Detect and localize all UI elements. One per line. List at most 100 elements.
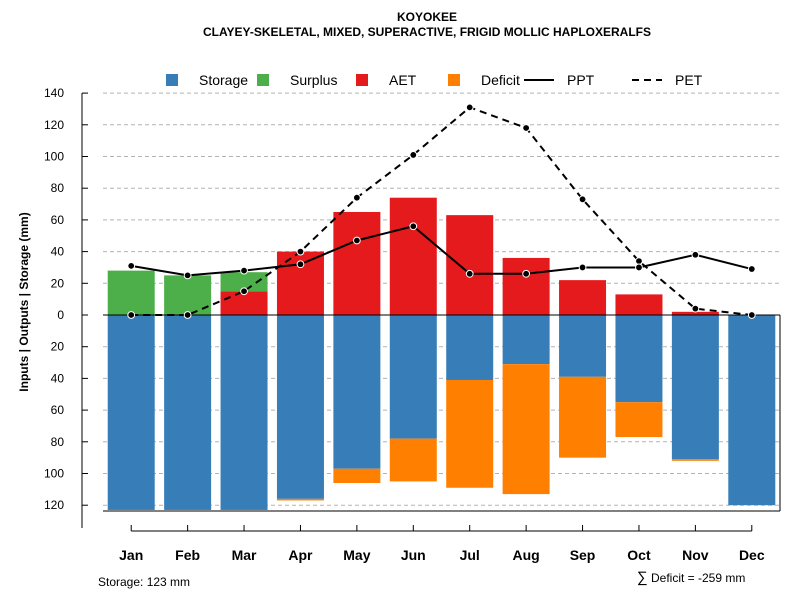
- point-ppt-apr: [296, 260, 305, 269]
- y-axis: 140 120 100 80 60 40 20 0 20 40 60 80 100 120: [44, 86, 88, 528]
- footer-deficit: Deficit = -259 mm: [651, 571, 745, 585]
- x-tick-label-dec: Dec: [739, 547, 765, 563]
- y-tick-label: 40: [51, 245, 65, 259]
- bar-storage-jun: [389, 315, 437, 439]
- bar-deficit-apr: [276, 498, 324, 501]
- y-tick-label: 20: [51, 340, 65, 354]
- x-tick-label-jan: Jan: [119, 547, 143, 563]
- point-ppt-aug: [522, 269, 531, 278]
- point-ppt-jun: [409, 222, 418, 231]
- bar-storage-jul: [446, 315, 494, 380]
- x-tick-label-nov: Nov: [682, 547, 709, 563]
- bar-storage-mar: [220, 315, 268, 510]
- point-pet-dec: [747, 311, 756, 319]
- bar-deficit-may: [333, 468, 381, 484]
- legend-swatch-storage: [166, 74, 178, 86]
- bar-deficit-aug: [502, 364, 550, 495]
- bar-storage-apr: [276, 315, 324, 499]
- chart-subtitle: CLAYEY-SKELETAL, MIXED, SUPERACTIVE, FRI…: [203, 25, 651, 39]
- point-pet-oct: [635, 257, 643, 266]
- y-tick-label: 20: [51, 276, 65, 290]
- point-ppt-mar: [240, 266, 248, 275]
- bar-deficit-oct: [615, 402, 663, 438]
- y-tick-label: 0: [57, 308, 64, 322]
- bar-aet-may: [333, 211, 381, 315]
- chart-title: KOYOKEE: [397, 10, 457, 24]
- y-tick-label: 100: [44, 467, 64, 481]
- bar-deficit-sep: [559, 376, 607, 458]
- bar-storage-may: [333, 315, 381, 469]
- point-pet-sep: [578, 195, 587, 204]
- point-ppt-jan: [127, 261, 136, 270]
- y-tick-label: 140: [44, 86, 64, 100]
- line-pet: [131, 106, 752, 316]
- bar-aet-jul: [446, 215, 494, 315]
- legend-label-ppt: PPT: [567, 72, 595, 88]
- y-tick-label: 100: [44, 150, 64, 164]
- y-tick-label: 60: [51, 403, 65, 417]
- legend-label-pet: PET: [675, 72, 703, 88]
- x-tick-label-sep: Sep: [570, 547, 596, 563]
- x-tick-label-aug: Aug: [513, 547, 540, 563]
- x-tick-label-jul: Jul: [460, 547, 480, 563]
- y-tick-label: 120: [44, 498, 64, 512]
- y-tick-label: 120: [44, 118, 64, 132]
- legend-swatch-deficit: [448, 74, 460, 86]
- legend-label-surplus: Surplus: [290, 72, 337, 88]
- point-pet-aug: [522, 124, 531, 132]
- point-ppt-feb: [183, 271, 192, 280]
- bar-surplus-mar: [220, 272, 268, 292]
- bar-deficit-jun: [389, 438, 437, 482]
- point-ppt-dec: [747, 265, 756, 273]
- bars: [103, 197, 780, 510]
- bar-aet-jun: [389, 197, 437, 315]
- bar-storage-feb: [164, 315, 212, 510]
- point-ppt-sep: [578, 263, 587, 272]
- bar-aet-oct: [615, 294, 663, 315]
- footer-storage: Storage: 123 mm: [98, 575, 190, 589]
- bar-storage-oct: [615, 315, 663, 403]
- legend-label-deficit: Deficit: [481, 72, 520, 88]
- gridlines: [103, 92, 780, 506]
- point-pet-jan: [127, 311, 136, 319]
- bar-storage-dec: [728, 315, 776, 506]
- series-lines: [127, 103, 756, 319]
- y-tick-label: 80: [51, 181, 65, 195]
- point-pet-jul: [465, 103, 474, 112]
- point-pet-nov: [691, 304, 700, 313]
- bar-deficit-jul: [446, 379, 494, 488]
- bar-surplus-jan: [107, 270, 155, 315]
- legend-label-storage: Storage: [199, 72, 248, 88]
- bar-aet-aug: [502, 257, 550, 315]
- point-pet-feb: [183, 311, 192, 319]
- point-ppt-nov: [691, 250, 700, 259]
- point-ppt-oct: [635, 263, 643, 272]
- bar-storage-jan: [107, 315, 155, 510]
- x-tick-label-may: May: [343, 547, 370, 563]
- plot-frame: [103, 315, 781, 512]
- legend-label-aet: AET: [389, 72, 417, 88]
- bar-aet-sep: [559, 280, 607, 315]
- line-ppt: [131, 225, 753, 277]
- bar-storage-sep: [559, 315, 607, 377]
- x-tick-label-mar: Mar: [232, 547, 257, 563]
- footer-deficit-symbol: ∑: [637, 569, 648, 586]
- bar-storage-nov: [671, 315, 719, 460]
- point-ppt-may: [352, 236, 361, 245]
- legend: Storage Surplus AET Deficit PPT PET: [166, 72, 703, 88]
- bar-deficit-nov: [671, 459, 719, 461]
- point-pet-mar: [240, 287, 248, 296]
- y-tick-label: 80: [51, 435, 65, 449]
- bar-aet-mar: [220, 291, 268, 315]
- point-pet-may: [352, 193, 361, 202]
- x-tick-label-oct: Oct: [627, 547, 651, 563]
- y-tick-label: 40: [51, 371, 65, 385]
- point-ppt-jul: [465, 269, 474, 278]
- x-axis: Jan Feb Mar Apr May Jun Jul Aug Sep Oct Nov Dec: [119, 525, 765, 563]
- point-pet-jun: [409, 151, 418, 159]
- x-tick-label-feb: Feb: [175, 547, 200, 563]
- legend-swatch-aet: [356, 74, 368, 86]
- y-axis-label: Inputs | Outputs | Storage (mm): [17, 212, 31, 391]
